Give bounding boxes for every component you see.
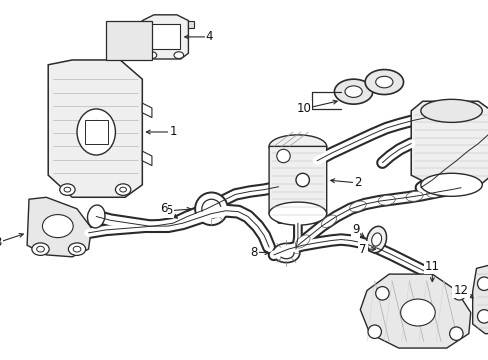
Ellipse shape (147, 52, 157, 59)
Ellipse shape (451, 287, 465, 300)
Ellipse shape (400, 299, 434, 326)
Polygon shape (268, 147, 326, 223)
Polygon shape (105, 21, 152, 60)
Text: 11: 11 (424, 260, 439, 273)
Polygon shape (84, 121, 107, 144)
Ellipse shape (68, 243, 85, 255)
Ellipse shape (375, 76, 392, 88)
Ellipse shape (365, 69, 403, 95)
Ellipse shape (377, 195, 394, 205)
Ellipse shape (420, 99, 481, 122)
Ellipse shape (32, 243, 49, 255)
Ellipse shape (276, 149, 289, 163)
Ellipse shape (73, 246, 81, 252)
Polygon shape (410, 101, 488, 185)
Ellipse shape (42, 215, 73, 238)
Ellipse shape (87, 205, 105, 228)
Text: 5: 5 (165, 204, 173, 217)
Polygon shape (142, 15, 188, 59)
Ellipse shape (202, 199, 221, 219)
Ellipse shape (367, 325, 381, 338)
Ellipse shape (344, 86, 362, 98)
Ellipse shape (115, 184, 130, 195)
Ellipse shape (334, 79, 372, 104)
Ellipse shape (420, 173, 481, 196)
Ellipse shape (37, 246, 44, 252)
Polygon shape (360, 274, 470, 348)
Ellipse shape (268, 135, 326, 158)
Polygon shape (151, 24, 180, 49)
Ellipse shape (278, 247, 293, 259)
Ellipse shape (64, 187, 71, 192)
Polygon shape (142, 151, 152, 166)
Text: 3: 3 (0, 236, 2, 249)
Ellipse shape (448, 327, 462, 340)
Ellipse shape (295, 173, 309, 187)
Text: 7: 7 (359, 243, 366, 256)
Text: 6: 6 (160, 202, 167, 215)
Ellipse shape (476, 310, 488, 323)
Ellipse shape (426, 188, 443, 198)
Polygon shape (142, 103, 152, 118)
Ellipse shape (268, 202, 326, 225)
Ellipse shape (272, 243, 299, 262)
Ellipse shape (405, 192, 422, 201)
Polygon shape (472, 262, 488, 334)
Ellipse shape (321, 215, 336, 228)
Text: 1: 1 (169, 126, 177, 139)
Polygon shape (136, 21, 142, 28)
Text: 9: 9 (351, 224, 359, 237)
Text: 4: 4 (205, 30, 213, 44)
Ellipse shape (86, 121, 105, 144)
Polygon shape (27, 197, 91, 257)
Ellipse shape (349, 201, 366, 212)
Ellipse shape (371, 233, 381, 246)
Text: 10: 10 (296, 103, 310, 116)
Ellipse shape (447, 184, 464, 194)
Polygon shape (188, 21, 194, 28)
Text: 2: 2 (353, 176, 361, 189)
Ellipse shape (375, 287, 388, 300)
Polygon shape (48, 60, 142, 197)
Ellipse shape (476, 277, 488, 291)
Ellipse shape (60, 184, 75, 195)
Ellipse shape (295, 235, 309, 248)
Ellipse shape (120, 187, 126, 192)
Text: 12: 12 (453, 284, 468, 297)
Ellipse shape (77, 109, 115, 155)
Text: 8: 8 (249, 246, 257, 258)
Ellipse shape (366, 226, 386, 253)
Ellipse shape (174, 52, 183, 59)
Ellipse shape (195, 193, 227, 225)
